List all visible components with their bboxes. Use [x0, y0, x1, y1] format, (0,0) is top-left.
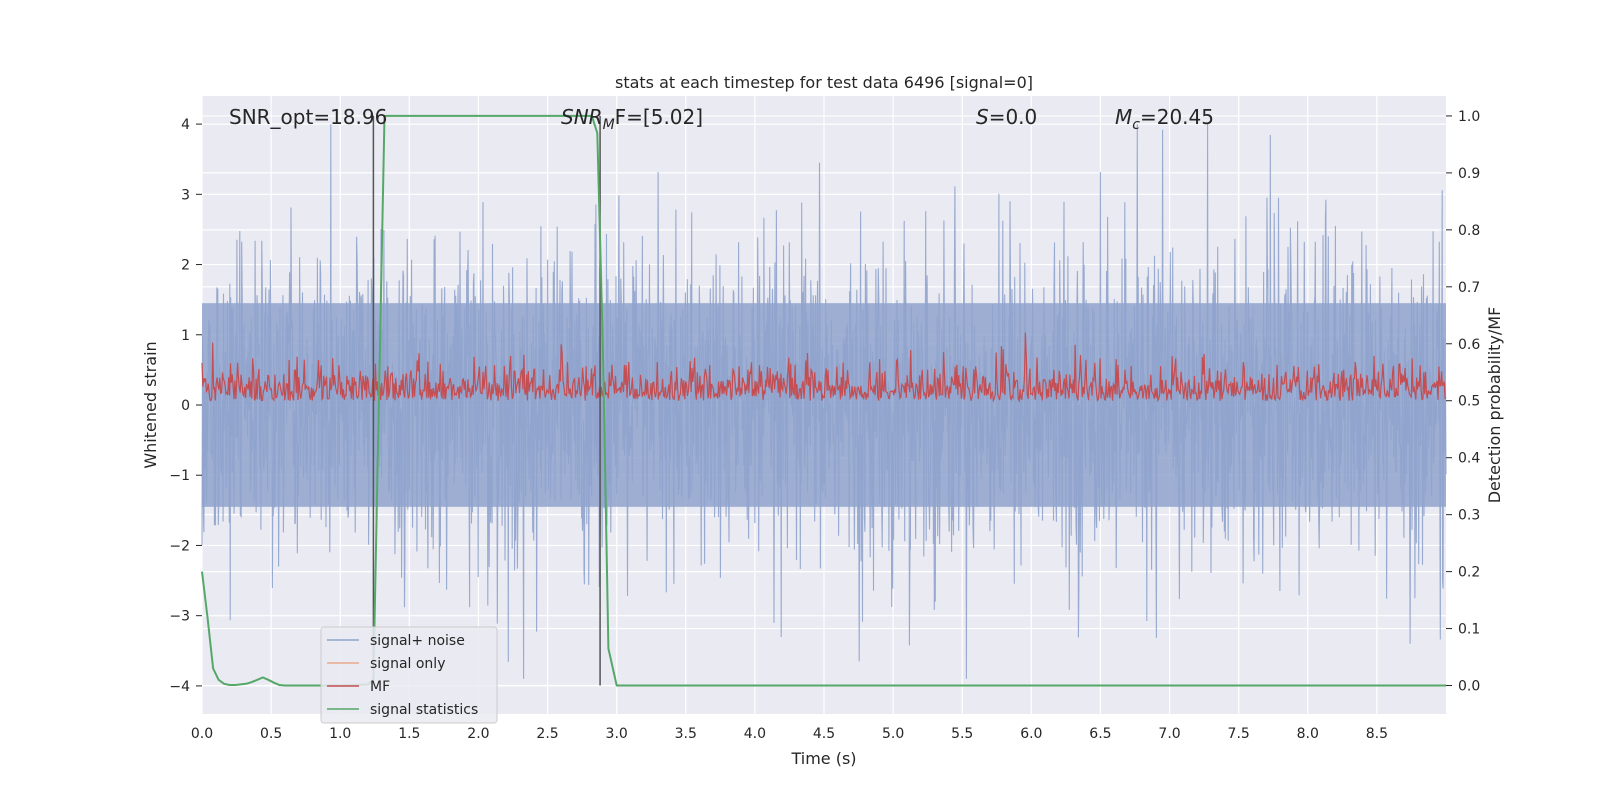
x-axis-label: Time (s) — [790, 749, 856, 768]
signal-noise-series — [201, 124, 1447, 679]
y-right-tick-label-1: 0.1 — [1458, 622, 1480, 638]
x-tick-label-10: 5.0 — [882, 726, 904, 742]
x-tick-label-5: 2.5 — [536, 726, 558, 742]
x-tick-label-4: 2.0 — [467, 726, 489, 742]
y-tick-label-0: −4 — [169, 679, 190, 695]
annotation-s: S=0.0 — [976, 105, 1037, 129]
y-right-tick-label-5: 0.5 — [1458, 394, 1480, 410]
y-right-tick-label-3: 0.3 — [1458, 508, 1480, 524]
y-tick-label-3: −1 — [169, 468, 190, 484]
mf-series — [201, 332, 1447, 403]
x-tick-label-13: 6.5 — [1089, 726, 1111, 742]
legend-label-signal-only: signal only — [370, 656, 445, 672]
x-tick-label-16: 8.0 — [1297, 726, 1319, 742]
y-tick-label-6: 2 — [181, 258, 190, 274]
y-right-tick-label-10: 1.0 — [1458, 109, 1480, 125]
x-tick-label-14: 7.0 — [1158, 726, 1180, 742]
y-right-tick-label-2: 0.2 — [1458, 565, 1480, 581]
x-tick-label-1: 0.5 — [260, 726, 282, 742]
y-right-tick-label-0: 0.0 — [1458, 679, 1480, 695]
annotation-mc: Mc=20.45 — [1115, 105, 1214, 133]
y-tick-label-8: 4 — [181, 117, 190, 133]
x-tick-label-7: 3.5 — [675, 726, 697, 742]
x-tick-label-6: 3.0 — [606, 726, 628, 742]
y-axis-right-label: Detection probability/MF — [1485, 307, 1504, 504]
annotation-snr-mf-sub: M — [603, 117, 615, 133]
x-tick-label-11: 5.5 — [951, 726, 973, 742]
annotation-mc-sub: c — [1132, 117, 1140, 133]
x-axis-ticks: 0.0 0.5 1.0 1.5 2.0 2.5 3.0 3.5 4.0 4.5 5.0 5.5 6.0 6… — [191, 726, 1388, 742]
y-tick-label-5: 1 — [181, 328, 190, 344]
y-axis-right-ticks: 0.0 0.1 0.2 0.3 0.4 0.5 0.6 0.7 0.8 0.9 1.0 — [1446, 109, 1480, 695]
annotation-snr-mf-base: SNR — [561, 105, 603, 129]
x-tick-label-2: 1.0 — [329, 726, 351, 742]
x-tick-label-8: 4.0 — [744, 726, 766, 742]
x-tick-label-15: 7.5 — [1228, 726, 1250, 742]
mf-line — [201, 332, 1447, 403]
legend-box — [320, 626, 498, 724]
y-tick-label-1: −3 — [169, 609, 190, 625]
y-right-tick-label-8: 0.8 — [1458, 223, 1480, 239]
x-tick-label-17: 8.5 — [1366, 726, 1388, 742]
chart-title: stats at each timestep for test data 649… — [615, 73, 1033, 92]
legend-label-signal-statistics: signal statistics — [370, 702, 478, 718]
y-right-tick-label-6: 0.6 — [1458, 337, 1480, 353]
annotation-snr-opt: SNR_opt=18.96 — [229, 105, 387, 129]
y-tick-label-4: 0 — [181, 398, 190, 414]
y-axis-label: Whitened strain — [141, 341, 160, 468]
y-right-tick-label-9: 0.9 — [1458, 166, 1480, 182]
x-tick-label-0: 0.0 — [191, 726, 213, 742]
signal-noise-band — [202, 303, 1446, 507]
y-axis-ticks: −4 −3 −2 −1 0 1 2 3 4 — [169, 117, 202, 695]
y-right-tick-label-4: 0.4 — [1458, 451, 1480, 467]
y-tick-label-7: 3 — [181, 187, 190, 203]
annotation-snr-mf: SNRMF=[5.02] — [561, 105, 703, 133]
x-tick-label-3: 1.5 — [398, 726, 420, 742]
annotation-s-val: =0.0 — [989, 105, 1038, 129]
y-right-tick-label-7: 0.7 — [1458, 280, 1480, 296]
annotation-s-var: S — [976, 105, 989, 129]
x-tick-label-9: 4.5 — [813, 726, 835, 742]
legend: signal+ noise signal only MF signal stat… — [320, 626, 498, 724]
x-tick-label-12: 6.0 — [1020, 726, 1042, 742]
annotation-mc-base: M — [1115, 105, 1132, 129]
legend-label-signal-noise: signal+ noise — [370, 633, 465, 649]
legend-label-mf: MF — [370, 679, 390, 695]
annotation-snr-mf-rest: F=[5.02] — [615, 105, 703, 129]
y-tick-label-2: −2 — [169, 538, 190, 554]
annotation-mc-val: =20.45 — [1140, 105, 1214, 129]
